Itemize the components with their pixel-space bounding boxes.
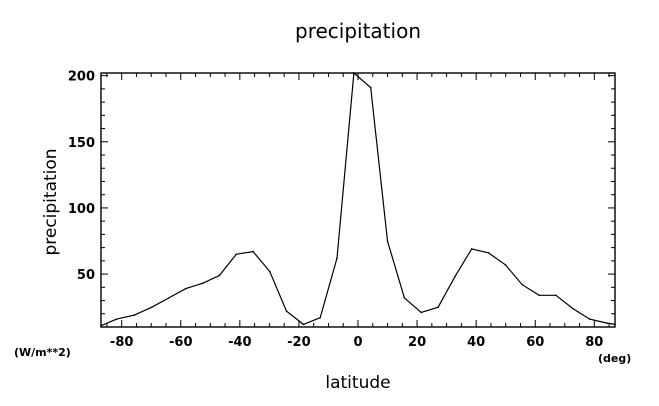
data-point: [218, 274, 221, 277]
x-tick-label: -20: [287, 335, 311, 350]
data-point: [437, 306, 439, 308]
data-point: [571, 307, 574, 310]
data-point: [487, 252, 490, 254]
y-tick-label: 100: [68, 202, 95, 217]
chart-title: precipitation: [295, 19, 421, 43]
data-point: [336, 257, 338, 260]
data-point: [168, 297, 170, 299]
data-point: [184, 287, 187, 290]
x-tick-label: 60: [526, 335, 544, 350]
data-point: [555, 294, 557, 297]
data-point: [605, 322, 608, 324]
data-point: [538, 294, 540, 297]
x-tick-label: 0: [353, 335, 362, 350]
x-axis-label: latitude: [325, 373, 390, 393]
data-point: [521, 283, 524, 286]
data-point: [151, 306, 153, 308]
data-point: [588, 318, 591, 320]
data-point: [235, 253, 238, 256]
data-point: [420, 311, 423, 314]
data-point: [369, 86, 372, 89]
data-point: [201, 282, 204, 285]
data-point: [353, 72, 355, 74]
plot-border: [100, 72, 616, 328]
y-tick-label: 200: [68, 70, 95, 85]
y-axis-ticks: [101, 75, 615, 328]
y-axis-unit: (W/m**2): [14, 346, 71, 359]
x-tick-label: -60: [169, 335, 193, 350]
x-tick-label: 80: [585, 335, 603, 350]
data-point: [504, 264, 507, 266]
x-tick-label: 40: [467, 335, 485, 350]
x-tick-label: -80: [110, 335, 134, 350]
x-tick-label: -40: [228, 335, 252, 350]
y-tick-label: 50: [77, 268, 95, 283]
data-point: [319, 316, 321, 319]
x-axis-tick-labels: -80 -60 -40 -20 0 20 40 60 80: [110, 335, 603, 350]
data-point: [252, 250, 254, 253]
data-point: [302, 323, 305, 326]
data-point: [133, 314, 136, 316]
data-point: [115, 318, 118, 320]
x-axis-ticks: [106, 73, 610, 327]
series-layer: [100, 71, 616, 327]
x-tick-label: 20: [408, 335, 426, 350]
data-point: [268, 270, 271, 273]
data-point: [454, 275, 456, 278]
y-axis-tick-labels: 50 100 150 200: [68, 70, 95, 283]
data-point: [285, 310, 288, 312]
y-tick-label: 150: [68, 136, 95, 151]
x-axis-unit: (deg): [598, 352, 631, 365]
data-point: [403, 297, 406, 299]
data-point: [470, 248, 473, 250]
data-point: [100, 324, 102, 327]
data-point: [386, 240, 389, 242]
precipitation-series-line: [100, 71, 616, 327]
plot-frame: [100, 72, 616, 328]
data-point: [614, 323, 616, 326]
y-axis-label: precipitation: [41, 148, 61, 255]
